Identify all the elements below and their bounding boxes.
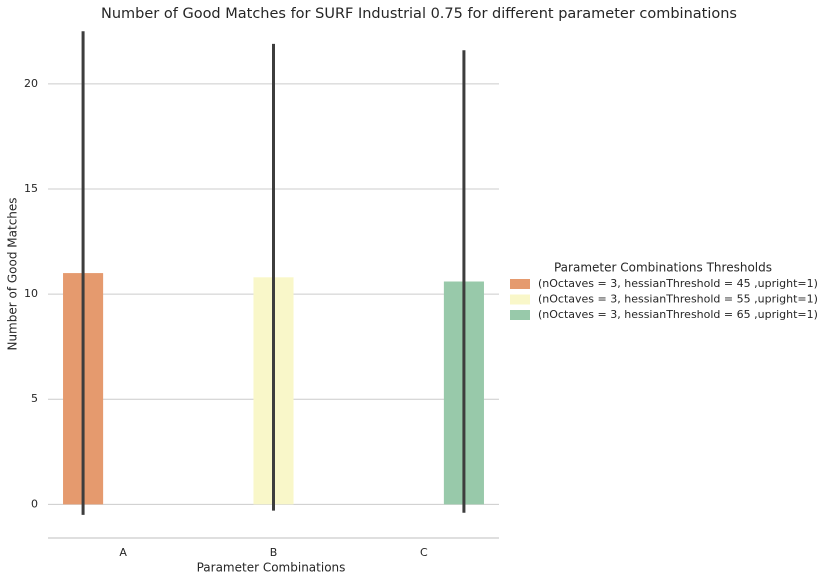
- legend-label: (nOctaves = 3, hessianThreshold = 65 ,up…: [538, 308, 818, 321]
- x-axis-label: Parameter Combinations: [197, 561, 346, 575]
- y-tick-label: 5: [31, 392, 38, 405]
- x-tick-label: B: [270, 546, 278, 559]
- y-tick-label: 0: [31, 497, 38, 510]
- x-tick-label: A: [119, 546, 127, 559]
- legend-swatch: [510, 294, 530, 305]
- y-axis-label: Number of Good Matches: [6, 197, 20, 350]
- legend-title: Parameter Combinations Thresholds: [554, 261, 772, 275]
- x-tick-label: C: [420, 546, 428, 559]
- y-tick-label: 10: [24, 287, 38, 300]
- legend-label: (nOctaves = 3, hessianThreshold = 45 ,up…: [538, 277, 818, 290]
- y-tick-label: 20: [24, 77, 38, 90]
- chart-title: Number of Good Matches for SURF Industri…: [101, 6, 737, 22]
- legend-swatch: [510, 310, 530, 320]
- y-tick-label: 15: [24, 182, 38, 195]
- legend-label: (nOctaves = 3, hessianThreshold = 55 ,up…: [538, 293, 818, 306]
- legend-swatch: [510, 279, 530, 289]
